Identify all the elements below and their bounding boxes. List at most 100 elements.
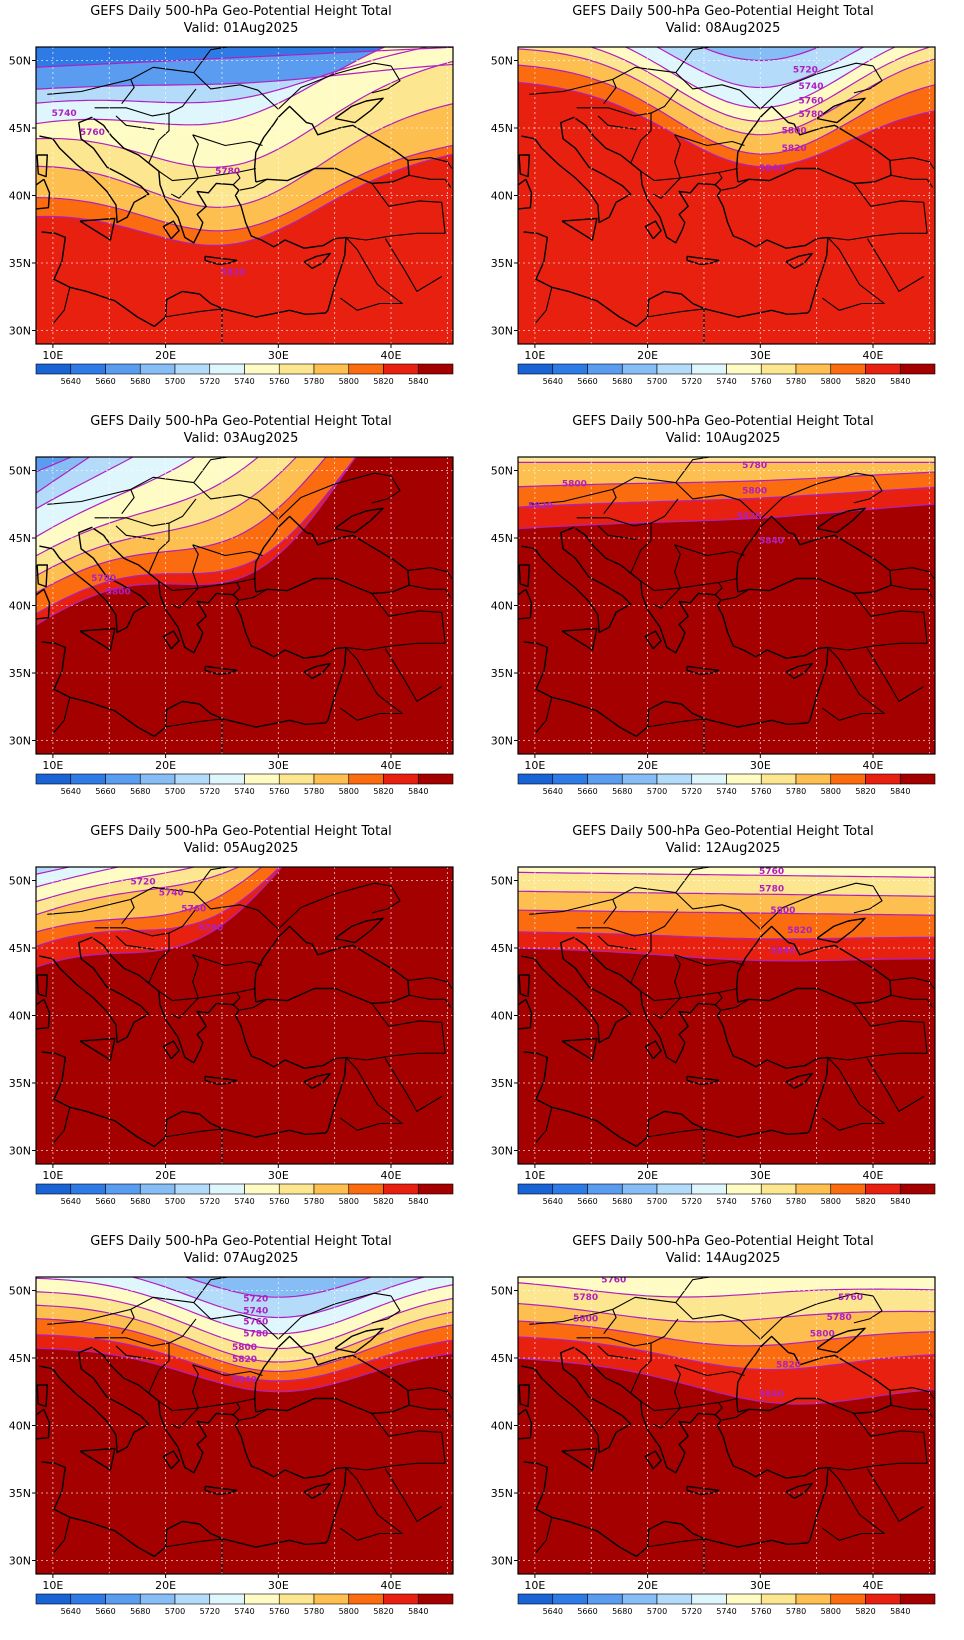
- colorbar-label: 5640: [61, 1607, 81, 1616]
- coastline: [371, 593, 446, 644]
- contour-label: 5760: [181, 905, 206, 915]
- contour-line: [36, 1318, 453, 1373]
- colorbar-swatch: [417, 773, 454, 785]
- colorbar-label: 5800: [821, 377, 841, 386]
- colorbar-swatch: [726, 363, 762, 375]
- colorbar-label: 5800: [821, 1197, 841, 1206]
- coastline: [518, 588, 533, 620]
- coastline: [821, 1467, 885, 1541]
- coastline: [652, 587, 681, 609]
- coastline: [339, 647, 403, 721]
- colorbar-swatch: [35, 1593, 72, 1605]
- colorbar-label: 5740: [234, 1197, 254, 1206]
- coastline: [41, 231, 347, 328]
- coastline: [714, 1402, 723, 1416]
- colorbar-label: 5660: [577, 1197, 597, 1206]
- coastline: [164, 1538, 223, 1574]
- coastline: [93, 1347, 346, 1479]
- colorbar-label: 5740: [716, 787, 736, 796]
- lat-tick-label: 30N: [9, 735, 31, 748]
- colorbar-label: 5740: [234, 1607, 254, 1616]
- colorbar-swatch: [209, 1593, 245, 1605]
- lon-tick-label: 40E: [381, 1579, 402, 1592]
- coastline: [890, 584, 934, 598]
- lon-tick-label: 20E: [155, 759, 176, 772]
- map-area: 5780 5800: [36, 457, 453, 754]
- coastline: [686, 1075, 720, 1086]
- band-fill: [518, 1358, 935, 1574]
- lon-tick-label: 30E: [268, 1579, 289, 1592]
- coastline: [816, 917, 866, 944]
- coastline: [334, 1327, 384, 1354]
- contour-label: 5800: [232, 1343, 257, 1353]
- contour-line: [36, 1291, 453, 1350]
- coastline: [597, 935, 637, 950]
- colorbar-swatch: [726, 1593, 762, 1605]
- colorbar-label: 5820: [855, 1607, 875, 1616]
- colorbar-label: 5680: [612, 377, 632, 386]
- coastline: [345, 1462, 446, 1471]
- coastline: [674, 954, 745, 967]
- colorbar-label: 5780: [786, 787, 806, 796]
- lat-tick-label: 35N: [491, 1487, 513, 1500]
- coastline: [735, 925, 892, 1005]
- lon-tick-label: 20E: [155, 349, 176, 362]
- contour-label: 5780: [759, 884, 784, 894]
- coastline: [371, 1295, 401, 1324]
- colorbar-label: 5820: [373, 1197, 393, 1206]
- coastline: [334, 97, 384, 124]
- contour-label: 5760: [601, 1275, 626, 1285]
- coastline: [115, 935, 155, 950]
- colorbar-swatch: [209, 773, 245, 785]
- colorbar-swatch: [587, 1593, 623, 1605]
- coastline: [529, 476, 761, 520]
- contour-line: [518, 871, 935, 878]
- contour-line: [36, 457, 135, 510]
- colorbar-swatch: [552, 363, 588, 375]
- lat-tick-label: 35N: [491, 667, 513, 680]
- colorbar-label: 5820: [855, 377, 875, 386]
- colorbar-swatch: [348, 773, 384, 785]
- lon-tick-label: 40E: [381, 1169, 402, 1182]
- contour-label: 5720: [243, 1294, 268, 1304]
- coastline: [164, 718, 223, 754]
- coastline: [523, 1461, 829, 1558]
- coastline: [630, 933, 652, 984]
- coastline: [576, 498, 679, 527]
- coastline: [575, 1347, 828, 1479]
- coastline: [816, 1327, 866, 1354]
- colorbar-label: 5680: [612, 1607, 632, 1616]
- colorbar-label: 5640: [61, 787, 81, 796]
- coastline: [575, 937, 828, 1069]
- contour-line: [588, 47, 933, 122]
- colorbar-swatch: [383, 363, 419, 375]
- coastline: [79, 627, 116, 651]
- lon-tick-label: 20E: [155, 1579, 176, 1592]
- map-panel: 5780 5800 5800 5820 5820 5840 10E 20E 30E 40E 50N 4…: [482, 410, 964, 820]
- coastline: [192, 954, 263, 967]
- colorbar-label: 5780: [304, 1197, 324, 1206]
- coastline: [303, 252, 331, 270]
- colorbar-label: 5700: [647, 377, 667, 386]
- colorbar-label: 5760: [269, 1607, 289, 1616]
- coastline: [162, 630, 180, 650]
- colorbar-swatch: [417, 363, 454, 375]
- colorbar-label: 5680: [130, 377, 150, 386]
- colorbar-swatch: [139, 1183, 176, 1195]
- coastline: [93, 527, 346, 659]
- contour-label: 5840: [770, 946, 795, 956]
- coastline: [714, 172, 723, 186]
- colorbar-label: 5780: [304, 377, 324, 386]
- contour-line: [655, 47, 865, 89]
- colorbar-swatch: [174, 1183, 211, 1195]
- coastline: [735, 515, 892, 595]
- coastline: [575, 117, 828, 249]
- coastline: [646, 718, 705, 754]
- panel-valid-date: Valid: 05Aug2025: [183, 841, 299, 856]
- band-fill: [518, 948, 935, 1164]
- lon-tick-label: 30E: [268, 759, 289, 772]
